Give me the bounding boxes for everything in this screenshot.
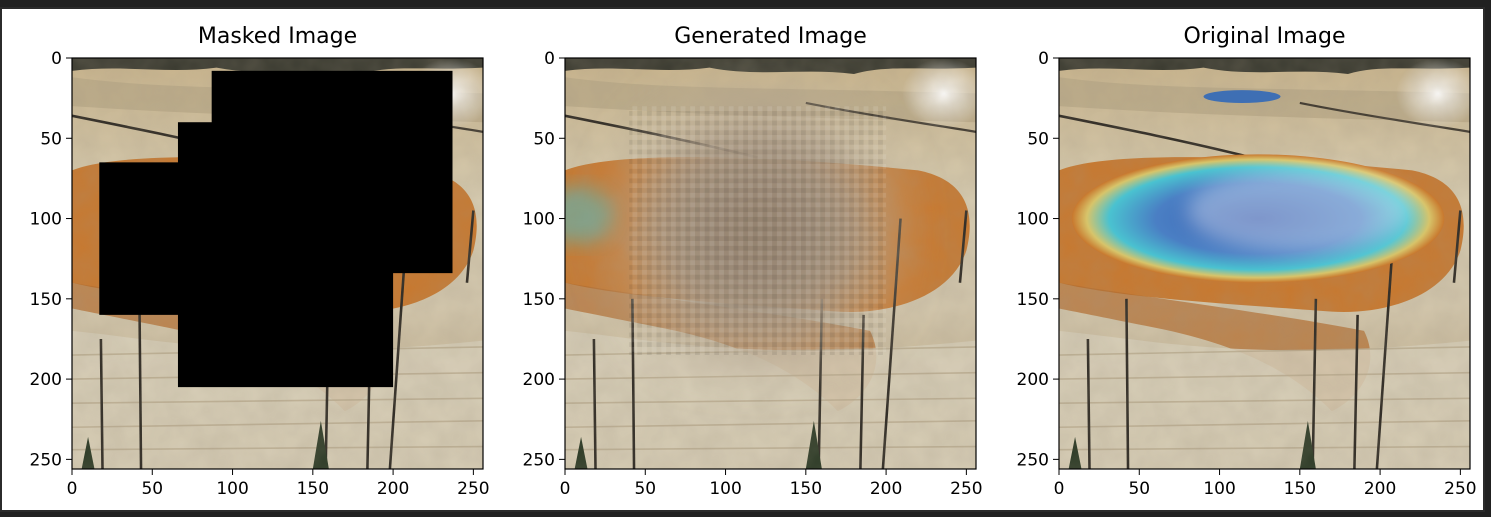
- y-tick-label: 250: [1017, 450, 1049, 470]
- pool-edge: [565, 186, 614, 245]
- x-tick-label: 100: [709, 479, 741, 499]
- panel-title: Generated Image: [674, 24, 867, 49]
- x-tick-label: 0: [560, 479, 571, 499]
- y-tick-label: 250: [30, 450, 62, 470]
- x-tick-label: 0: [67, 479, 78, 499]
- y-tick-label: 150: [1017, 290, 1049, 310]
- panel-title: Original Image: [1184, 24, 1346, 49]
- y-tick-label: 100: [1017, 210, 1049, 230]
- small-pool: [1203, 90, 1281, 103]
- x-tick-label: 250: [950, 479, 982, 499]
- x-tick-label: 50: [634, 479, 656, 499]
- x-tick-label: 150: [1284, 479, 1316, 499]
- x-tick-label: 150: [297, 479, 329, 499]
- x-tick-label: 200: [870, 479, 902, 499]
- y-tick-label: 100: [523, 210, 555, 230]
- inpainted-artifacts: [629, 106, 887, 356]
- x-tick-label: 250: [457, 479, 489, 499]
- x-tick-label: 100: [1203, 479, 1235, 499]
- y-tick-label: 250: [523, 450, 555, 470]
- mask-blocks: [99, 70, 453, 388]
- steam-plume: [1187, 168, 1413, 253]
- figure-window: Masked Image 0 50 100 150 200 250 0 50 100 150 200 2…: [0, 7, 1485, 512]
- x-tick-label: 100: [216, 479, 248, 499]
- y-tick-label: 50: [40, 129, 62, 149]
- y-tick-label: 200: [1017, 370, 1049, 390]
- y-tick-label: 0: [544, 49, 555, 69]
- x-tick-label: 150: [790, 479, 822, 499]
- x-tick-label: 50: [1128, 479, 1150, 499]
- axes-frame: [71, 57, 484, 470]
- x-tick-label: 250: [1444, 479, 1476, 499]
- y-tick-label: 200: [30, 370, 62, 390]
- axes-frame: [564, 57, 977, 470]
- panel-title: Masked Image: [198, 24, 357, 49]
- y-tick-label: 150: [30, 290, 62, 310]
- y-tick-label: 100: [30, 210, 62, 230]
- panel-image: [565, 58, 986, 469]
- y-tick-label: 50: [533, 129, 555, 149]
- mask-block: [177, 218, 394, 388]
- panel-image: [1059, 58, 1480, 469]
- x-tick-label: 200: [377, 479, 409, 499]
- x-tick-label: 0: [1054, 479, 1065, 499]
- panel-image: [72, 58, 493, 469]
- axes-frame: [1058, 57, 1471, 470]
- y-tick-label: 200: [523, 370, 555, 390]
- y-tick-label: 0: [1038, 49, 1049, 69]
- x-tick-label: 200: [1364, 479, 1396, 499]
- y-tick-label: 150: [523, 290, 555, 310]
- y-tick-label: 50: [1027, 129, 1049, 149]
- x-tick-label: 50: [141, 479, 163, 499]
- y-tick-label: 0: [51, 49, 62, 69]
